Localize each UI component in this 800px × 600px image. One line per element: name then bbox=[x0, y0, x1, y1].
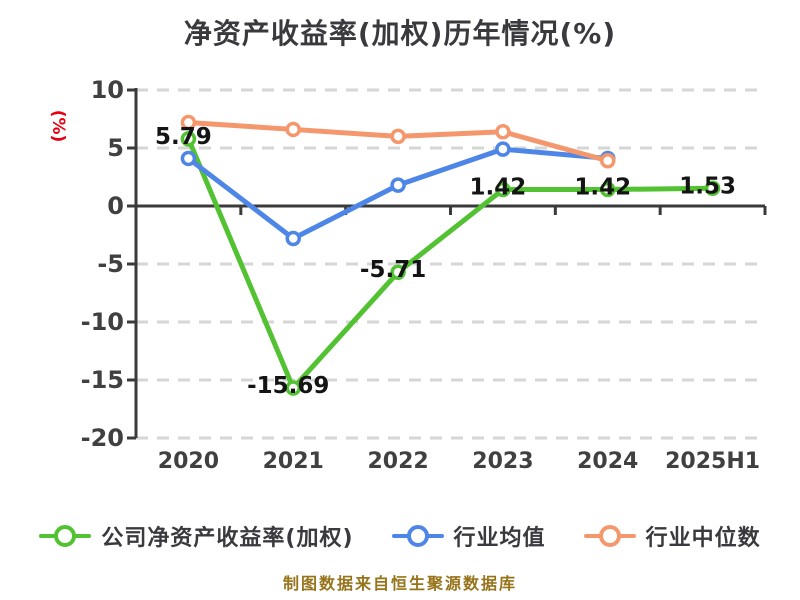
series-line-company bbox=[185, 136, 716, 391]
series-line-industry-mean bbox=[185, 146, 611, 241]
chart-title: 净资产收益率(加权)历年情况(%) bbox=[183, 17, 617, 50]
legend-marker-industry-mean-icon bbox=[391, 524, 444, 548]
value-label: 1.53 bbox=[679, 173, 736, 199]
legend-label-industry-mean: 行业均值 bbox=[453, 526, 546, 551]
value-label: -15.69 bbox=[247, 373, 329, 399]
legend-item-company: 公司净资产收益率(加权) bbox=[39, 520, 353, 552]
data-point-company bbox=[600, 181, 616, 198]
data-point-industry-median bbox=[495, 124, 511, 140]
legend-marker-company-icon bbox=[39, 524, 92, 548]
chart-legend: 公司净资产收益率(加权) 行业均值 行业中位数 bbox=[0, 520, 800, 552]
data-point-company bbox=[704, 180, 721, 197]
y-tick-label: 10 bbox=[91, 76, 124, 104]
value-label: -5.71 bbox=[360, 257, 426, 283]
data-point-industry-median bbox=[600, 153, 616, 169]
data-point-company bbox=[285, 380, 301, 396]
legend-item-industry-median: 行业中位数 bbox=[583, 520, 761, 552]
legend-label-company: 公司净资产收益率(加权) bbox=[101, 526, 354, 551]
data-source-footer: 制图数据来自恒生聚源数据库 bbox=[282, 574, 517, 593]
y-tick-label: 5 bbox=[107, 134, 124, 162]
data-point-industry-median bbox=[180, 114, 197, 131]
value-label: 5.79 bbox=[155, 124, 212, 150]
x-tick-label: 2020 bbox=[158, 449, 219, 474]
x-tick-label: 2023 bbox=[472, 449, 533, 474]
data-point-industry-mean bbox=[180, 150, 197, 167]
value-label: 1.42 bbox=[574, 175, 631, 201]
y-tick-label: 0 bbox=[107, 192, 124, 220]
x-tick-label: 2022 bbox=[367, 449, 428, 474]
data-point-industry-mean bbox=[495, 141, 511, 157]
data-point-industry-mean bbox=[390, 177, 406, 193]
y-tick-label: -10 bbox=[81, 308, 124, 336]
value-label: 1.42 bbox=[470, 175, 527, 201]
data-point-industry-median bbox=[390, 128, 406, 145]
legend-item-industry-mean: 行业均值 bbox=[391, 520, 546, 552]
data-point-company bbox=[180, 131, 197, 147]
x-tick-label: 2024 bbox=[577, 449, 638, 474]
data-point-industry-mean bbox=[285, 230, 301, 247]
data-point-company bbox=[390, 264, 406, 280]
data-point-company bbox=[495, 181, 511, 198]
y-tick-label: -15 bbox=[81, 366, 124, 394]
legend-label-industry-median: 行业中位数 bbox=[645, 526, 761, 551]
x-tick-label: 2025H1 bbox=[665, 449, 760, 474]
legend-marker-industry-median-icon bbox=[583, 524, 636, 548]
y-tick-label: -20 bbox=[81, 424, 124, 452]
data-point-industry-median bbox=[285, 121, 301, 138]
y-tick-label: -5 bbox=[97, 250, 124, 278]
x-tick-label: 2021 bbox=[263, 449, 324, 474]
